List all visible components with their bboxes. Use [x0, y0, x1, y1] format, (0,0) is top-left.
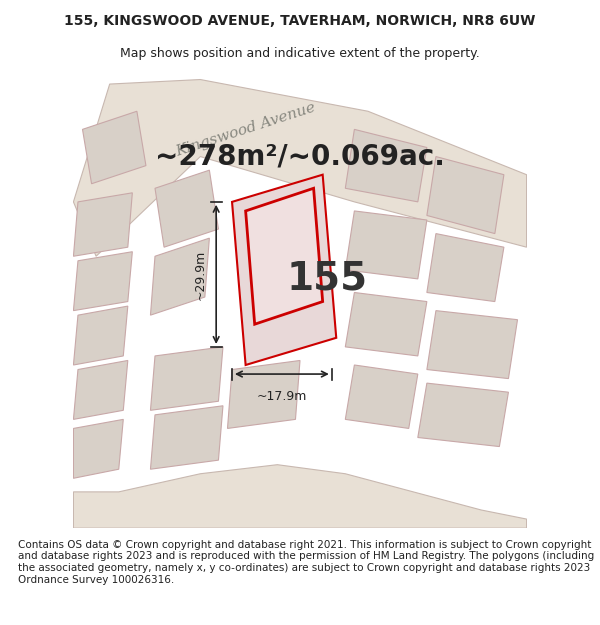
Polygon shape: [73, 79, 527, 256]
Polygon shape: [346, 129, 427, 202]
Polygon shape: [73, 419, 123, 478]
Polygon shape: [73, 252, 133, 311]
Polygon shape: [73, 306, 128, 365]
Polygon shape: [151, 238, 209, 315]
Polygon shape: [232, 174, 336, 365]
Polygon shape: [82, 111, 146, 184]
Polygon shape: [346, 292, 427, 356]
Polygon shape: [418, 383, 508, 446]
Polygon shape: [427, 311, 517, 379]
Text: ~29.9m: ~29.9m: [194, 249, 207, 299]
Polygon shape: [151, 406, 223, 469]
Polygon shape: [73, 465, 527, 528]
Polygon shape: [427, 234, 504, 301]
Polygon shape: [346, 365, 418, 429]
Polygon shape: [346, 211, 427, 279]
Text: Contains OS data © Crown copyright and database right 2021. This information is : Contains OS data © Crown copyright and d…: [18, 540, 594, 584]
Text: ~278m²/~0.069ac.: ~278m²/~0.069ac.: [155, 142, 445, 171]
Polygon shape: [427, 156, 504, 234]
Polygon shape: [151, 347, 223, 410]
Text: 155, KINGSWOOD AVENUE, TAVERHAM, NORWICH, NR8 6UW: 155, KINGSWOOD AVENUE, TAVERHAM, NORWICH…: [64, 14, 536, 28]
Text: 155: 155: [287, 260, 368, 298]
Text: Map shows position and indicative extent of the property.: Map shows position and indicative extent…: [120, 48, 480, 61]
Polygon shape: [245, 188, 323, 324]
Polygon shape: [73, 192, 133, 256]
Text: Kingswood Avenue: Kingswood Avenue: [174, 100, 317, 159]
Polygon shape: [155, 170, 218, 247]
Polygon shape: [73, 361, 128, 419]
Polygon shape: [227, 361, 300, 429]
Text: ~17.9m: ~17.9m: [257, 390, 307, 403]
